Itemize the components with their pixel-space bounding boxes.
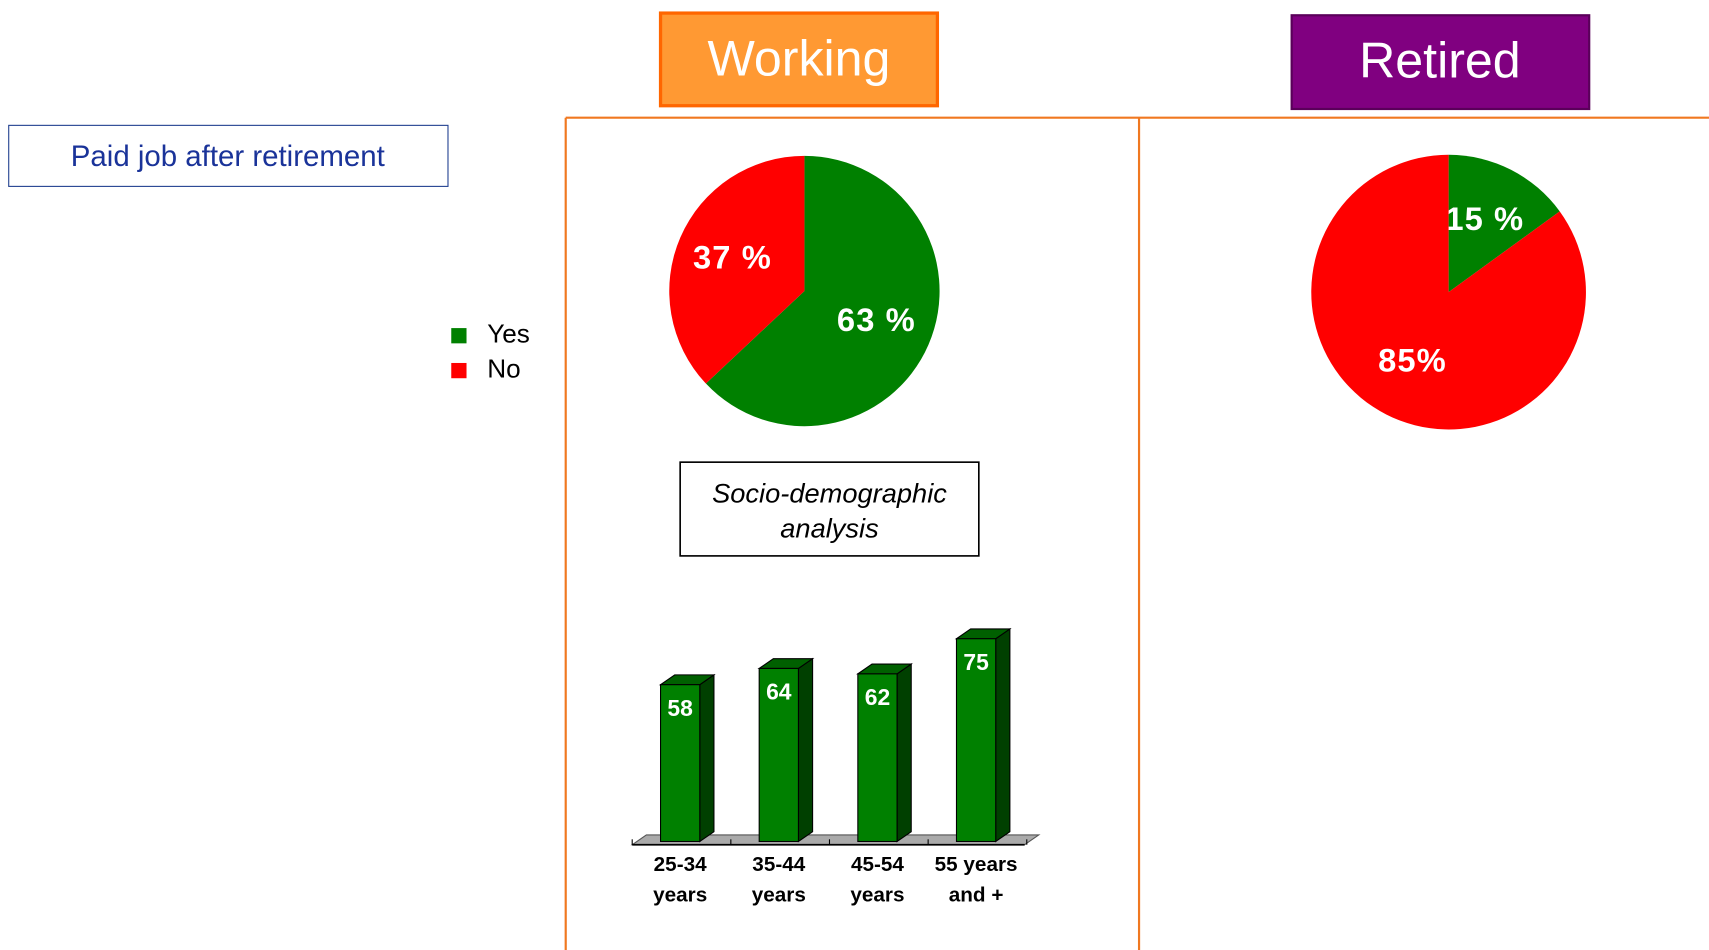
pie-slice bbox=[1448, 154, 1560, 293]
bar bbox=[955, 638, 997, 843]
header-box bbox=[658, 11, 940, 108]
x-tick-label: 55 years and + bbox=[934, 853, 1018, 907]
bar-side bbox=[797, 657, 814, 843]
data-label: 85% bbox=[1378, 342, 1447, 379]
legend-label: No bbox=[487, 354, 520, 384]
x-tick-label: 45-54 years bbox=[850, 853, 905, 907]
pie-title: Retired bbox=[1359, 33, 1521, 89]
pie-title: Working bbox=[708, 30, 891, 86]
bar bbox=[758, 667, 799, 843]
pie-slice bbox=[669, 155, 805, 384]
data-label: 62 bbox=[865, 684, 890, 710]
data-label: 75 bbox=[963, 649, 989, 675]
data-label: 58 bbox=[667, 695, 693, 721]
bar-side bbox=[995, 627, 1011, 843]
pie-slice bbox=[1311, 154, 1586, 430]
x-tick-label: 25-34 years bbox=[653, 853, 708, 907]
data-label: 64 bbox=[766, 679, 792, 705]
bar-side bbox=[896, 663, 912, 843]
x-tick-label: 35-44 years bbox=[751, 853, 806, 907]
bar-side bbox=[699, 673, 715, 843]
legend-swatch bbox=[451, 328, 467, 344]
title-box bbox=[8, 124, 449, 187]
pie-slice bbox=[705, 155, 940, 427]
subtitle-box bbox=[679, 461, 980, 557]
legend-label: Yes bbox=[487, 319, 530, 349]
page-title: Paid job after retirement bbox=[71, 140, 385, 173]
bar-title: Socio-demographic analysis bbox=[712, 478, 947, 544]
header-box bbox=[1290, 14, 1591, 111]
bar bbox=[659, 684, 701, 843]
bar bbox=[857, 673, 898, 843]
legend-swatch bbox=[451, 362, 467, 379]
data-label: 63 % bbox=[837, 301, 916, 338]
data-label: 15 % bbox=[1445, 200, 1524, 237]
data-label: 37 % bbox=[693, 239, 772, 276]
